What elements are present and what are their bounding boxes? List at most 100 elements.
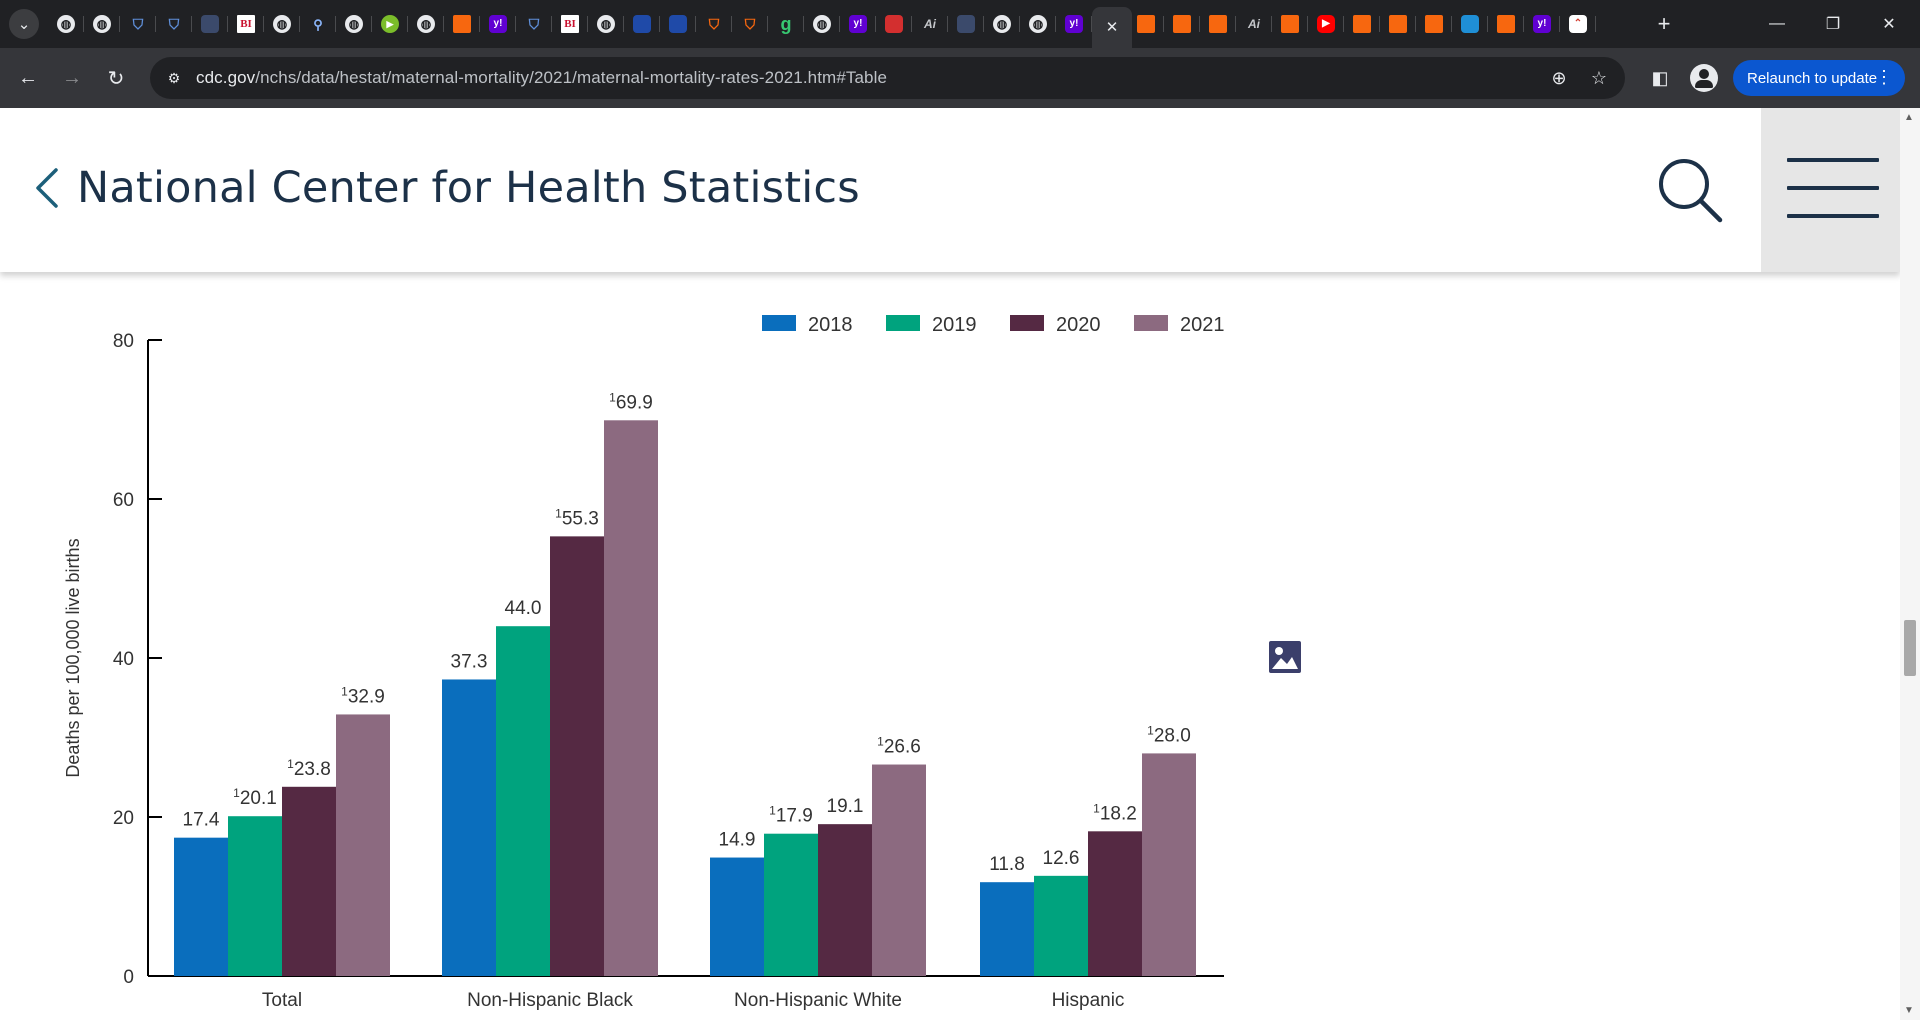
browser-tab[interactable]: ◍ [588,7,624,41]
data-label: 118.2 [1093,801,1137,824]
restore-button[interactable]: ❐ [1825,16,1841,33]
browser-tab[interactable] [948,7,984,41]
chart-favicon-icon: ⌃ [1569,15,1587,33]
scroll-thumb[interactable] [1904,620,1916,676]
scroll-up-arrow-icon[interactable]: ▲ [1904,112,1914,123]
search-icon[interactable] [1654,154,1724,224]
browser-tab[interactable] [1452,7,1488,41]
bar-2020-total[interactable] [282,786,336,976]
browser-tab[interactable]: ◍ [408,7,444,41]
browser-tab[interactable] [1272,7,1308,41]
back-button[interactable]: ← [12,62,44,94]
bar-2019-non-hispanic-black[interactable] [496,626,550,976]
legend-swatch-2019 [886,315,920,331]
bar-2021-non-hispanic-white[interactable] [872,764,926,976]
site-title[interactable]: National Center for Health Statistics [77,163,860,213]
browser-tab[interactable] [1164,7,1200,41]
new-tab-button[interactable]: + [1657,11,1671,36]
browser-tab[interactable]: ⌃ [1560,7,1596,41]
browser-tab[interactable]: ◍ [1020,7,1056,41]
tab-strip: ⌄ ◍ ◍ ⛉ ⛉ BI ◍ ⚲ ◍ ▶ ◍ y! ⛉ BI ◍ ⛉ ⛉ g ◍ y! Ai ◍ ◍ y! ✕ Ai ▶ y! ⌃ +… [0,0,1920,48]
bar-2020-non-hispanic-white[interactable] [818,824,872,976]
minimize-button[interactable]: — [1769,15,1785,32]
side-panel-icon[interactable]: ◧ [1651,67,1669,88]
bar-2021-total[interactable] [336,714,390,976]
zoom-icon[interactable]: ⊕ [1551,67,1567,88]
image-placeholder-icon[interactable] [1268,640,1302,674]
browser-tab[interactable]: ◍ [984,7,1020,41]
data-label-value: 28.0 [1154,725,1191,746]
browser-tab[interactable] [1380,7,1416,41]
browser-tab[interactable] [624,7,660,41]
browser-tab[interactable]: ⛉ [732,7,768,41]
browser-tab[interactable]: ◍ [804,7,840,41]
bar-2021-non-hispanic-black[interactable] [604,420,658,976]
x-category-label: Non-Hispanic White [734,990,902,1011]
bar-2018-non-hispanic-black[interactable] [442,679,496,976]
browser-tab[interactable]: ▶ [1308,7,1344,41]
browser-tab[interactable]: ⛉ [696,7,732,41]
browser-tab[interactable] [1200,7,1236,41]
browser-tab[interactable]: y! [1056,7,1092,41]
browser-tab[interactable]: BI [552,7,588,41]
reload-button[interactable]: ↻ [100,62,132,94]
site-settings-icon[interactable]: ⚙ [167,69,181,86]
tab-search-button[interactable]: ⌄ [9,9,39,39]
window-close-button[interactable]: ✕ [1882,16,1896,33]
browser-tab[interactable]: ◍ [264,7,300,41]
tab-close-icon[interactable]: ✕ [1105,19,1119,36]
browser-tab[interactable]: ◍ [84,7,120,41]
relaunch-to-update-button[interactable]: Relaunch to update ⋮ [1733,60,1905,96]
bar-2019-hispanic[interactable] [1034,875,1088,976]
bar-2019-total[interactable] [228,816,282,976]
browser-tab[interactable]: ◍ [48,7,84,41]
address-bar[interactable]: ⚙ cdc.gov/nchs/data/hestat/maternal-mort… [150,57,1625,99]
browser-tab[interactable]: y! [1524,7,1560,41]
browser-tab[interactable] [192,7,228,41]
more-menu-icon[interactable]: ⋮ [1875,67,1893,87]
browser-tab[interactable] [1416,7,1452,41]
bar-2020-non-hispanic-black[interactable] [550,536,604,976]
url-text[interactable]: cdc.gov/nchs/data/hestat/maternal-mortal… [196,68,887,88]
back-chevron-icon[interactable] [34,166,60,210]
browser-tab[interactable] [1488,7,1524,41]
ribbon-favicon-icon [1209,15,1227,33]
play-favicon-icon: ▶ [381,15,399,33]
legend-swatch-2021 [1134,315,1168,331]
browser-tab[interactable] [444,7,480,41]
bar-2021-hispanic[interactable] [1142,753,1196,976]
forward-button[interactable]: → [56,62,88,94]
browser-tab[interactable] [1128,7,1164,41]
tabs-row: ◍ ◍ ⛉ ⛉ BI ◍ ⚲ ◍ ▶ ◍ y! ⛉ BI ◍ ⛉ ⛉ g ◍ y! Ai ◍ ◍ y! ✕ Ai ▶ y! ⌃ [48,7,1648,48]
url-host: cdc.gov [196,68,256,87]
browser-tab[interactable]: y! [480,7,516,41]
bar-2018-total[interactable] [174,837,228,976]
browser-tab[interactable] [876,7,912,41]
browser-tab[interactable]: y! [840,7,876,41]
teal-favicon-icon [1461,15,1479,33]
bar-2018-non-hispanic-white[interactable] [710,857,764,976]
active-tab[interactable]: ✕ [1092,7,1132,48]
grn-favicon-icon: g [780,14,792,34]
profile-avatar[interactable] [1690,64,1718,92]
menu-button[interactable] [1761,108,1900,272]
bar-2018-hispanic[interactable] [980,882,1034,976]
browser-tab[interactable]: ⛉ [516,7,552,41]
chevron-down-icon: ⌄ [17,16,31,33]
browser-tab[interactable]: ▶ [372,7,408,41]
browser-tab[interactable]: ⛉ [120,7,156,41]
bookmark-star-icon[interactable]: ☆ [1590,67,1608,88]
browser-tab[interactable]: Ai [912,7,948,41]
browser-tab[interactable]: g [768,7,804,41]
browser-tab[interactable]: ⛉ [156,7,192,41]
browser-tab[interactable]: Ai [1236,7,1272,41]
page-scrollbar[interactable]: ▲ ▼ [1900,108,1920,1020]
browser-tab[interactable]: BI [228,7,264,41]
browser-tab[interactable]: ◍ [336,7,372,41]
scroll-down-arrow-icon[interactable]: ▼ [1904,1005,1914,1016]
bar-2019-non-hispanic-white[interactable] [764,833,818,976]
browser-tab[interactable] [1344,7,1380,41]
bar-2020-hispanic[interactable] [1088,831,1142,976]
browser-tab[interactable] [660,7,696,41]
browser-tab[interactable]: ⚲ [300,7,336,41]
